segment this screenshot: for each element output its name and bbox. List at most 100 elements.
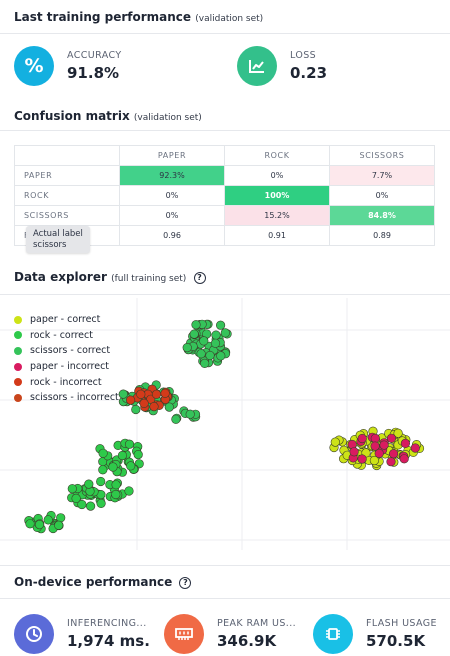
- f1-cell: 0.96: [119, 225, 225, 246]
- legend-item[interactable]: paper - correct: [14, 312, 119, 328]
- help-icon[interactable]: ?: [193, 272, 206, 284]
- scatter-point[interactable]: [98, 465, 108, 475]
- legend-dot: [14, 346, 22, 355]
- scatter-point[interactable]: [96, 476, 106, 487]
- confusion-matrix-table: PAPER ROCK SCISSORS PAPER 92.3% 0% 7.7% …: [14, 145, 435, 246]
- matrix-cell[interactable]: 92.3%: [119, 165, 225, 186]
- scatter-point[interactable]: [374, 448, 384, 458]
- scatter-point[interactable]: [25, 519, 35, 529]
- scatter-point[interactable]: [182, 342, 192, 353]
- scatter-point[interactable]: [393, 428, 403, 438]
- matrix-cell[interactable]: 15.2%: [224, 205, 330, 226]
- scatter-point[interactable]: [210, 338, 221, 348]
- matrix-cell[interactable]: 7.7%: [329, 165, 435, 186]
- legend-item[interactable]: scissors - incorrect: [14, 390, 119, 406]
- scatter-point[interactable]: [85, 501, 96, 511]
- data-explorer-plot[interactable]: [0, 298, 450, 560]
- scatter-point[interactable]: [185, 409, 195, 419]
- scatter-point[interactable]: [399, 454, 409, 464]
- accuracy-label: ACCURACY: [67, 50, 122, 61]
- matrix-cell[interactable]: 0%: [329, 185, 435, 206]
- matrix-cell[interactable]: 84.8%: [329, 205, 435, 226]
- scatter-point[interactable]: [349, 447, 359, 457]
- scatter-point[interactable]: [126, 395, 136, 405]
- scatter-point[interactable]: [386, 433, 397, 443]
- scatter-point[interactable]: [191, 320, 201, 330]
- matrix-cell[interactable]: 0%: [119, 185, 225, 206]
- scatter-point[interactable]: [43, 515, 53, 525]
- scatter-point[interactable]: [124, 486, 134, 496]
- training-performance-title: Last training performance (validation se…: [14, 10, 263, 24]
- scatter-point[interactable]: [389, 449, 399, 459]
- divider: [0, 130, 450, 131]
- scatter-point[interactable]: [410, 443, 420, 453]
- legend-item[interactable]: scissors - correct: [14, 343, 119, 359]
- column-header-rock: ROCK: [224, 145, 330, 166]
- scatter-point[interactable]: [189, 329, 199, 339]
- scatter-point[interactable]: [71, 493, 81, 503]
- scatter-point[interactable]: [133, 450, 143, 460]
- scatter-point[interactable]: [124, 439, 135, 449]
- divider: [0, 598, 450, 599]
- scatter-point[interactable]: [357, 454, 367, 464]
- scatter-point[interactable]: [84, 479, 94, 489]
- scatter-point[interactable]: [216, 320, 226, 330]
- table-row: ROCK 0% 100% 0%: [14, 185, 435, 206]
- scatter-point[interactable]: [196, 349, 206, 359]
- scatter-point[interactable]: [151, 389, 162, 399]
- scatter-point[interactable]: [56, 513, 66, 523]
- scatter-point[interactable]: [386, 457, 396, 467]
- scatter-point[interactable]: [379, 440, 389, 450]
- flash-usage-label: FLASH USAGE: [366, 618, 437, 629]
- tooltip-line: scissors: [33, 240, 67, 250]
- scatter-point[interactable]: [199, 336, 209, 346]
- flash-usage-value: 570.5K: [366, 632, 426, 650]
- scatter-point[interactable]: [139, 398, 149, 408]
- scatter-point[interactable]: [211, 330, 221, 340]
- data-explorer-title: Data explorer (full training set) ?: [14, 270, 206, 284]
- legend-item[interactable]: rock - correct: [14, 328, 119, 344]
- scatter-point[interactable]: [171, 414, 181, 424]
- help-icon[interactable]: ?: [179, 577, 192, 589]
- divider: [0, 294, 450, 295]
- scatter-point[interactable]: [111, 489, 121, 500]
- matrix-cell[interactable]: 100%: [224, 185, 330, 206]
- scatter-point[interactable]: [98, 448, 108, 458]
- scatter-point[interactable]: [330, 437, 340, 447]
- scatter-point[interactable]: [205, 350, 215, 361]
- corner-cell: [14, 145, 120, 166]
- scatter-point[interactable]: [34, 520, 45, 530]
- matrix-cell[interactable]: 0%: [224, 165, 330, 186]
- legend-item[interactable]: rock - incorrect: [14, 374, 119, 390]
- f1-cell: 0.91: [224, 225, 330, 246]
- scatter-point[interactable]: [370, 433, 380, 443]
- scatter-point[interactable]: [77, 499, 87, 510]
- scatter-point[interactable]: [357, 433, 367, 444]
- scatter-point[interactable]: [96, 498, 106, 508]
- scatter-point[interactable]: [216, 351, 226, 361]
- scatter-point[interactable]: [400, 438, 411, 448]
- legend-label: rock - incorrect: [30, 376, 102, 388]
- scatter-point[interactable]: [111, 480, 121, 490]
- scatter-point[interactable]: [118, 389, 128, 399]
- legend-label: scissors - incorrect: [30, 392, 119, 404]
- scatter-point[interactable]: [54, 520, 64, 530]
- scatter-point[interactable]: [126, 461, 136, 471]
- scatter-point[interactable]: [117, 450, 127, 461]
- scatter-point[interactable]: [131, 404, 141, 415]
- scatter-point[interactable]: [136, 389, 146, 399]
- scatter-point[interactable]: [108, 462, 118, 472]
- scatter-point[interactable]: [220, 328, 230, 338]
- scatter-point[interactable]: [370, 441, 380, 451]
- scatter-point[interactable]: [67, 484, 77, 494]
- accuracy-value: 91.8%: [67, 64, 120, 82]
- legend-dot: [14, 362, 22, 371]
- matrix-cell[interactable]: 0%: [119, 205, 225, 226]
- scatter-point[interactable]: [200, 358, 210, 369]
- column-header-paper: PAPER: [119, 145, 225, 166]
- scatter-point[interactable]: [160, 388, 170, 398]
- legend-item[interactable]: paper - incorrect: [14, 359, 119, 375]
- scatter-point[interactable]: [369, 455, 380, 466]
- scatter-point[interactable]: [164, 402, 174, 412]
- scatter-point[interactable]: [149, 401, 159, 412]
